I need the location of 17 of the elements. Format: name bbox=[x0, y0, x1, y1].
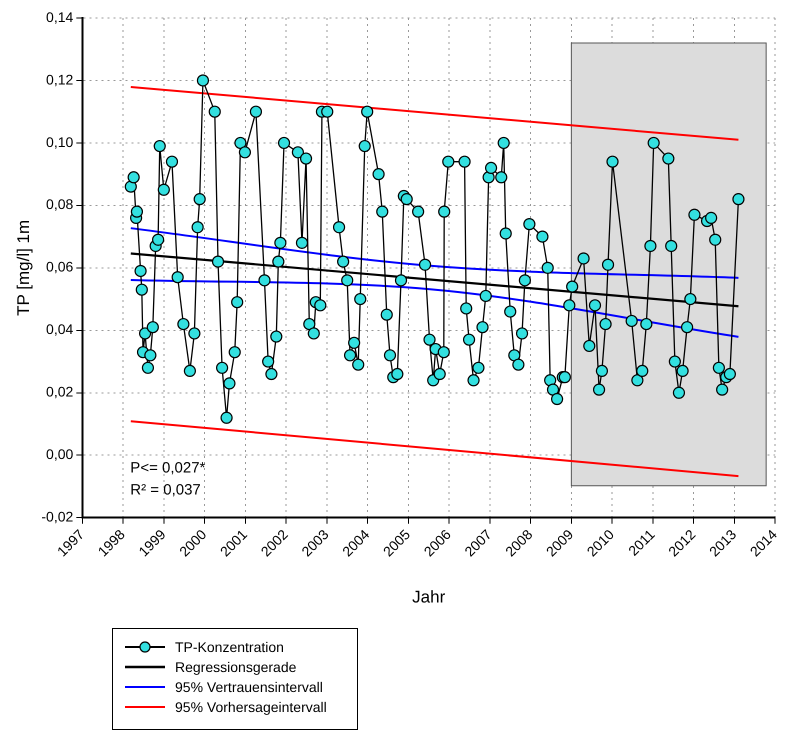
y-tick-label: 0,12 bbox=[46, 71, 74, 88]
y-tick-label: 0,10 bbox=[46, 134, 74, 150]
y-tick-label: 0,14 bbox=[46, 8, 74, 25]
legend-label: TP-Konzentration bbox=[175, 638, 284, 657]
y-tick-label: -0,02 bbox=[41, 508, 74, 525]
x-axis-title: Jahr bbox=[412, 587, 446, 606]
y-axis-title: TP [mg/l] 1m bbox=[14, 220, 33, 316]
y-tick-label: 0,04 bbox=[46, 321, 74, 338]
y-tick-label: 0,06 bbox=[46, 258, 74, 275]
y-tick-label: 0,00 bbox=[46, 446, 74, 462]
annotation: R² = 0,037 bbox=[130, 482, 201, 499]
legend-label: Regressionsgerade bbox=[175, 658, 296, 677]
legend-label: 95% Vorhersageintervall bbox=[175, 698, 327, 717]
legend-label: 95% Vertrauensintervall bbox=[175, 678, 323, 697]
y-tick-label: 0,02 bbox=[46, 384, 74, 400]
annotation: P<= 0,027* bbox=[130, 460, 206, 477]
y-tick-label: 0,08 bbox=[46, 196, 74, 212]
